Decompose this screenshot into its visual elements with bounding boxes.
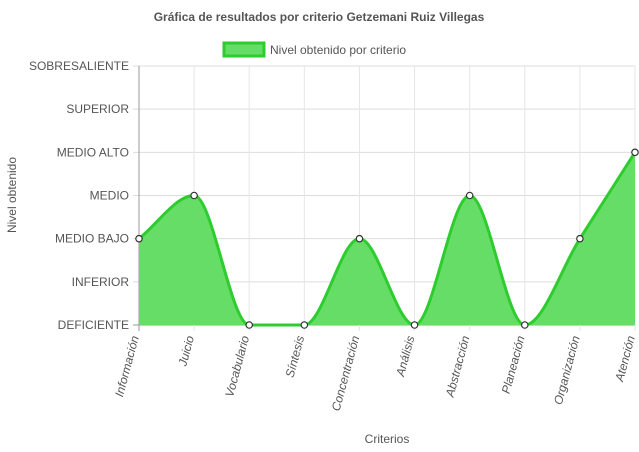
y-tick-label: DEFICIENTE: [58, 318, 129, 332]
data-point[interactable]: [245, 321, 254, 329]
data-points: [135, 148, 639, 329]
y-axis-ticks: DEFICIENTE INFERIOR MEDIO BAJO MEDIO MEDIO A…: [29, 59, 129, 332]
data-point[interactable]: [520, 321, 529, 329]
series-area-fill: [139, 152, 635, 325]
x-tick-label: Atención: [612, 334, 638, 384]
x-tick-label: Abstracción: [443, 334, 473, 399]
data-point[interactable]: [576, 234, 584, 243]
y-tick-label: SOBRESALIENTE: [29, 59, 129, 73]
series-area: [138, 151, 637, 327]
x-tick-label: Organización: [551, 334, 583, 406]
x-tick-label: Síntesis: [283, 334, 308, 379]
y-tick-label: MEDIO ALTO: [57, 145, 129, 159]
y-tick-label: SUPERIOR: [66, 102, 129, 116]
y-tick-label: MEDIO BAJO: [55, 232, 129, 246]
data-point[interactable]: [300, 321, 309, 329]
y-tick-label: INFERIOR: [72, 275, 130, 289]
y-tick-label: MEDIO: [90, 189, 129, 203]
x-tick-label: Juicio: [175, 334, 197, 369]
x-tick-label: Análisis: [393, 334, 417, 379]
x-tick-label: Información: [112, 334, 142, 398]
x-axis-ticks: Información Juicio Vocabulario Síntesis Conc…: [112, 334, 638, 413]
chart-title: Gráfica de resultados por criterio Getze…: [154, 10, 485, 24]
data-point[interactable]: [190, 191, 198, 200]
data-point[interactable]: [355, 234, 364, 243]
data-point[interactable]: [465, 191, 474, 200]
legend-label: Nivel obtenido por criterio: [270, 43, 406, 57]
x-tick-label: Concentración: [329, 334, 363, 413]
series-line: [138, 151, 637, 327]
x-tick-label: Vocabulario: [222, 334, 252, 399]
y-axis-title: Nivel obtenido: [5, 157, 19, 233]
data-point[interactable]: [410, 321, 419, 329]
data-point[interactable]: [135, 234, 143, 243]
legend[interactable]: Nivel obtenido por criterio: [222, 41, 406, 58]
legend-swatch: [222, 41, 266, 58]
x-axis-title: Criterios: [365, 432, 410, 446]
data-point[interactable]: [631, 148, 639, 157]
x-tick-label: Planeación: [499, 334, 528, 395]
